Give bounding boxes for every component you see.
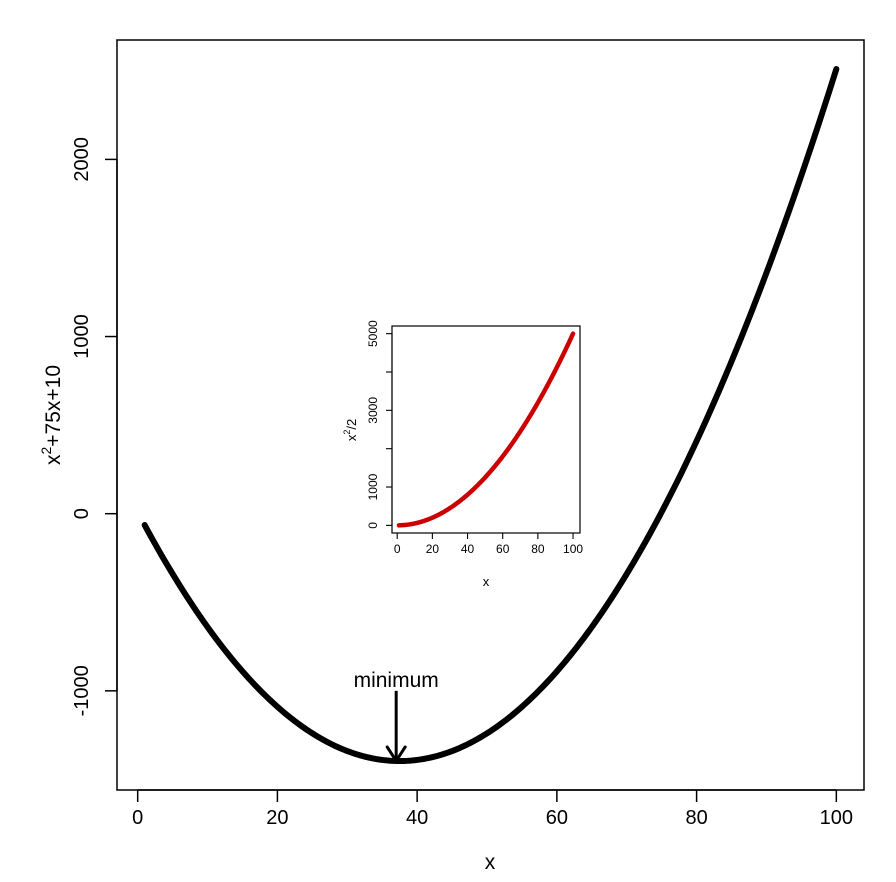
main-curve (141, 66, 840, 765)
inset-y-tick-label: 3000 (366, 397, 380, 424)
inset-x-label: x (483, 574, 490, 589)
main-y-label-base: x (42, 454, 65, 465)
inset-x-tick-label: 20 (426, 542, 440, 556)
main-y-tick-label: -1000 (71, 665, 93, 716)
main-y-tick-label: 2000 (71, 137, 93, 182)
inset-x-tick-label: 40 (461, 542, 475, 556)
inset-x-tick-label: 0 (394, 542, 401, 556)
minimum-annotation-label: minimum (354, 669, 439, 692)
main-x-tick-label: 20 (266, 807, 288, 829)
inset-y-tick-label: 0 (366, 522, 380, 529)
main-x-axis: 0 20 40 60 80 100 (132, 789, 853, 829)
inset-y-tick-label: 5000 (366, 320, 380, 347)
main-y-axis: -1000 0 1000 2000 (71, 137, 118, 716)
main-y-label-sup: 2 (38, 447, 54, 455)
inset-plot-frame (391, 325, 581, 534)
inset-curve (396, 331, 576, 528)
minimum-annotation-arrow-head (385, 745, 407, 763)
inset-x-tick-label: 80 (531, 542, 545, 556)
inset-y-label-rest: /2 (344, 419, 359, 430)
main-x-tick-label: 80 (685, 807, 707, 829)
inset-y-label: x2/2 (342, 419, 359, 441)
inset-y-label-base: x (344, 434, 359, 441)
main-x-label: x (485, 851, 496, 874)
main-y-label-rest: +75x+10 (42, 365, 65, 447)
main-y-tick-label: 1000 (71, 314, 93, 359)
inset-x-tick-label: 60 (496, 542, 510, 556)
main-x-tick-label: 40 (406, 807, 428, 829)
main-x-tick-label: 60 (546, 807, 568, 829)
main-y-tick-label: 0 (71, 508, 93, 519)
main-x-tick-label: 0 (132, 807, 143, 829)
inset-x-tick-label: 100 (563, 542, 583, 556)
main-y-label: x2+75x+10 (38, 365, 65, 465)
main-x-tick-label: 100 (820, 807, 853, 829)
inset-x-axis: 0 20 40 60 80 100 (394, 532, 583, 556)
inset-y-tick-label: 1000 (366, 473, 380, 500)
inset-y-axis: 0 1000 3000 5000 (366, 320, 393, 529)
inset-y-label-sup: 2 (342, 430, 352, 435)
